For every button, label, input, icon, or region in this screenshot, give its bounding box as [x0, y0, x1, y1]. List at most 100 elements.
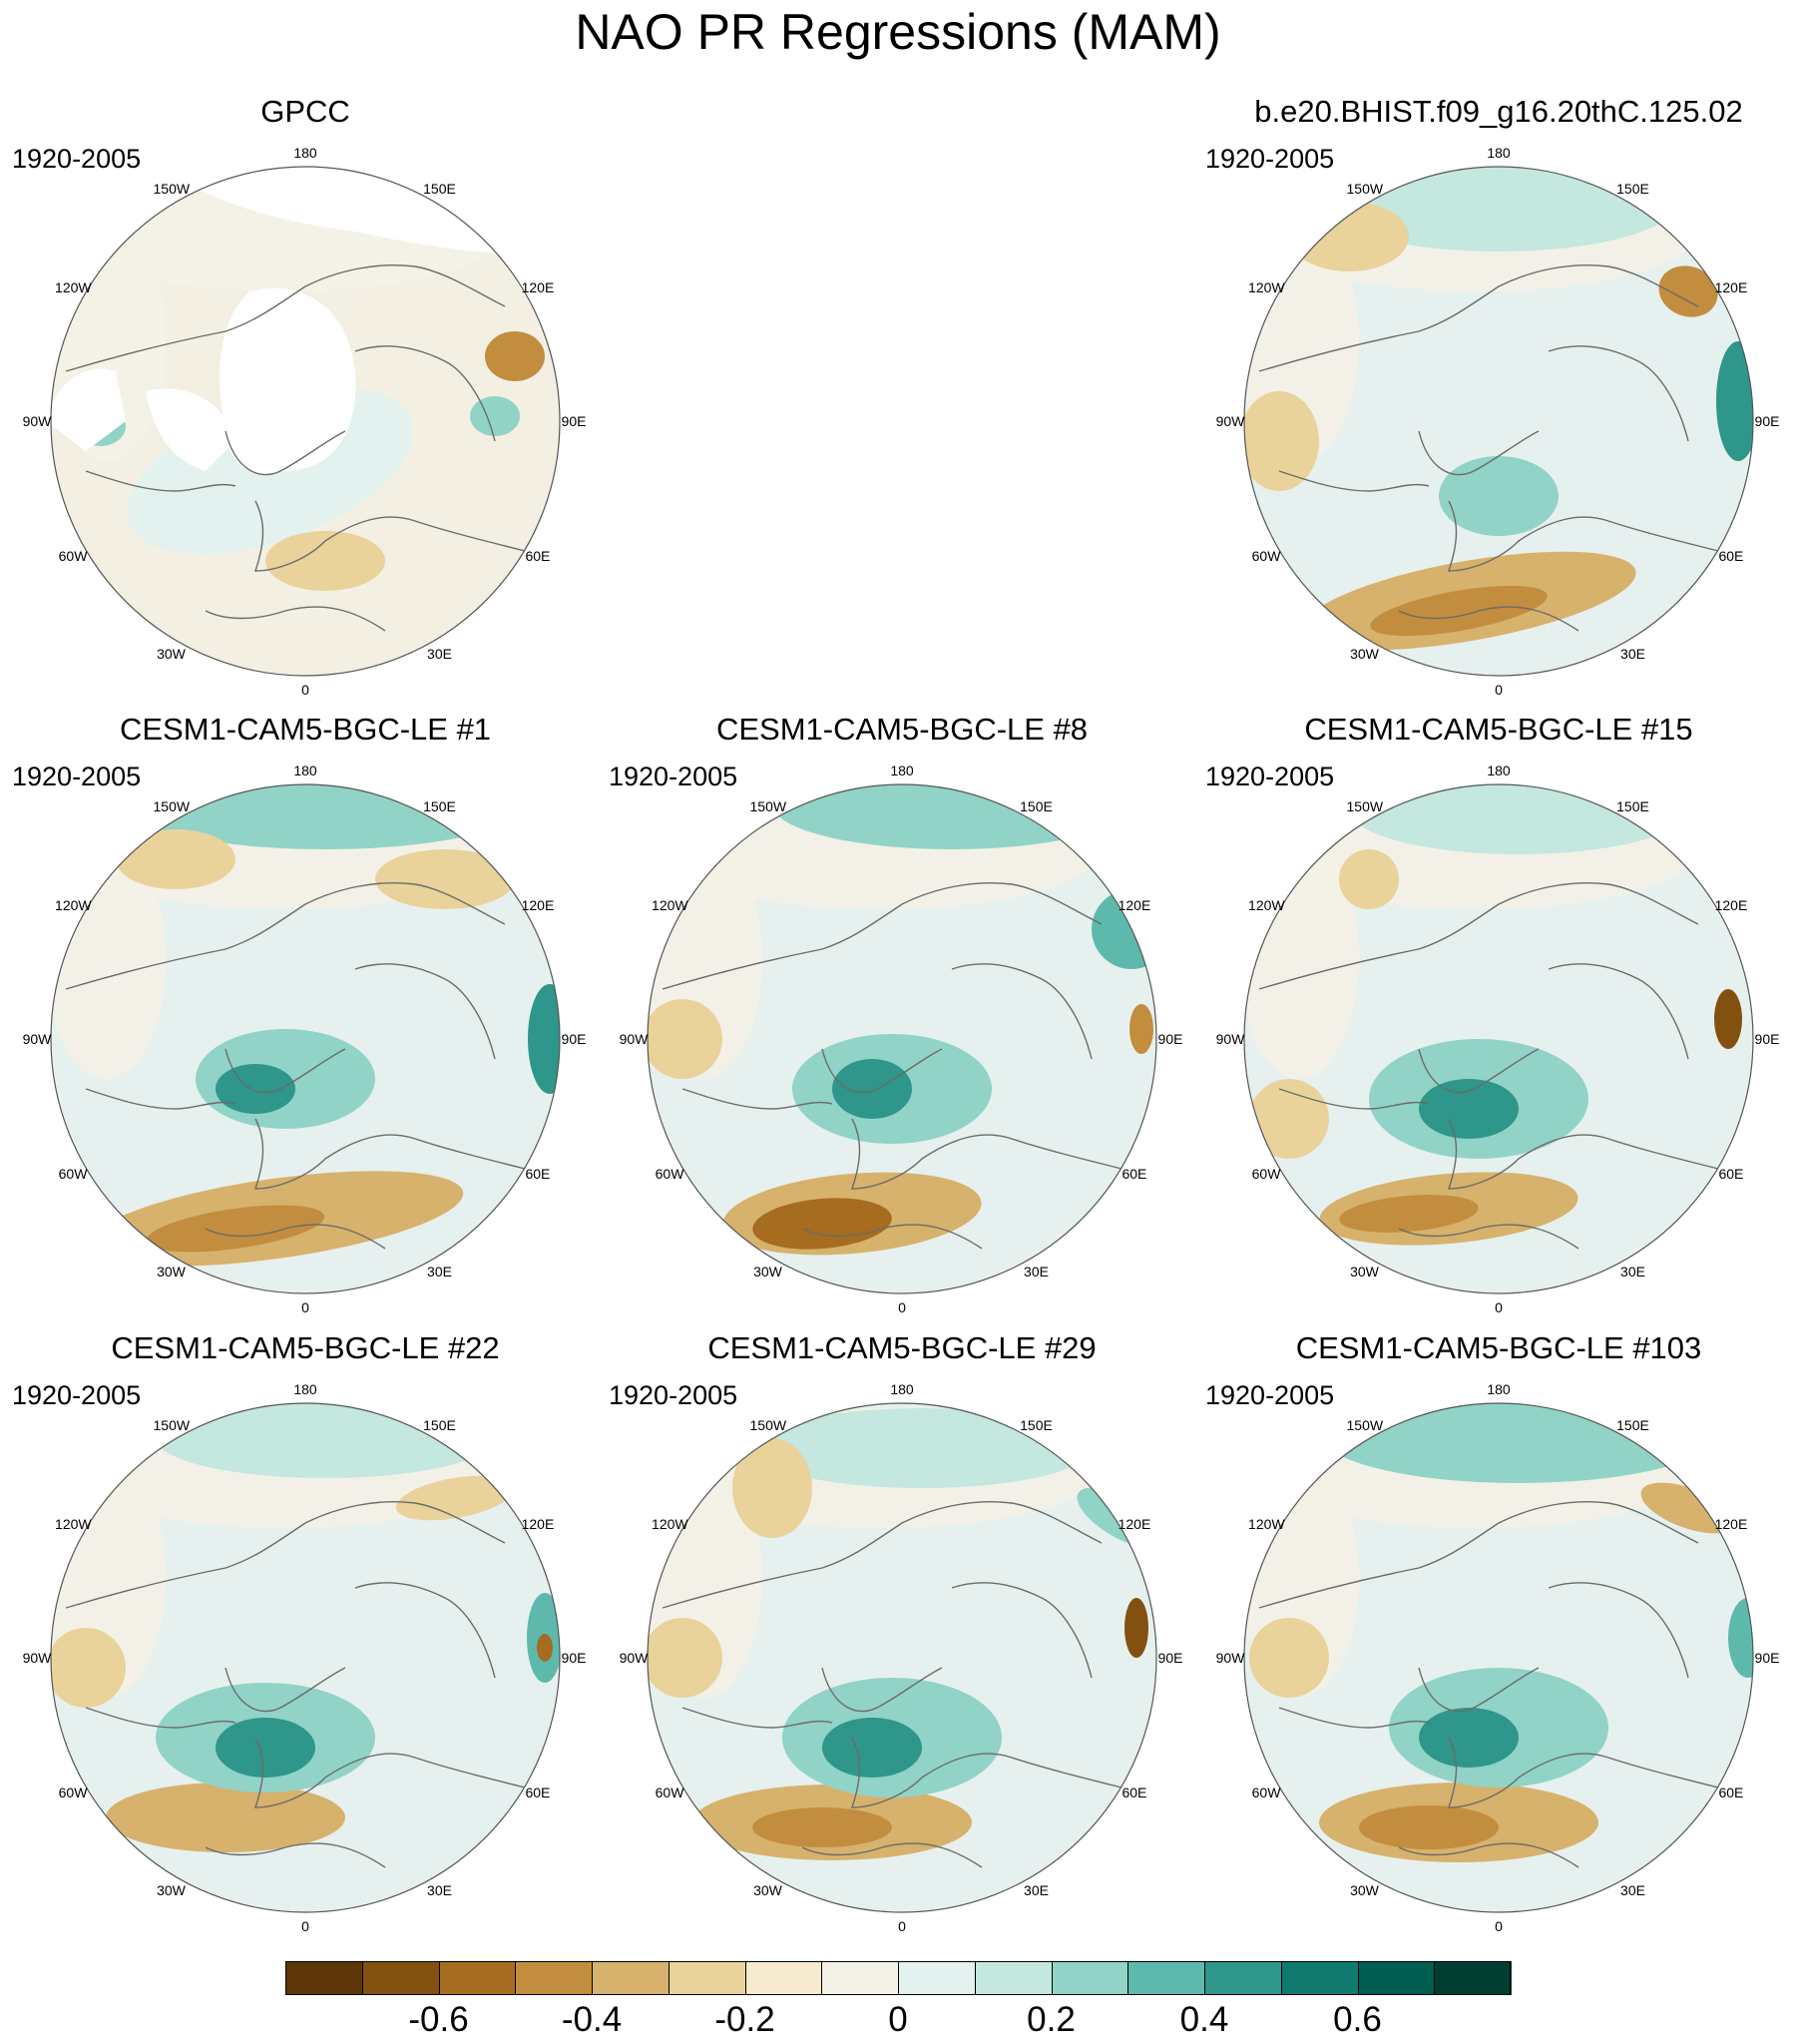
map-boundary: [50, 166, 561, 677]
longitude-label: 0: [898, 1299, 906, 1315]
polar-map: [1243, 166, 1754, 677]
map-panel: CESM1-CAM5-BGC-LE #22 1920-2005 180 150E 120…: [12, 1330, 586, 1934]
longitude-label: 150W: [153, 798, 191, 815]
coastline: [821, 1048, 943, 1094]
map-panel: GPCC 1920-2005 180 150E 120E 90E 60E 30E 0 30W 60W…: [12, 94, 586, 698]
longitude-label: 60E: [525, 1165, 551, 1182]
longitude-label: 60W: [1251, 547, 1281, 564]
anomaly-patch: [375, 849, 515, 909]
colorbar: [285, 1961, 1512, 1995]
longitude-label: 90E: [561, 413, 587, 429]
anomaly-patch: [470, 396, 520, 436]
anomaly-patch: [1728, 1598, 1753, 1678]
coastline: [224, 430, 346, 476]
coastline: [205, 606, 386, 632]
colorbar-tick-label: 0.4: [1179, 2000, 1229, 2039]
longitude-label: 120E: [1118, 896, 1151, 913]
map-boundary: [1243, 1402, 1754, 1913]
panel-period: 1920-2005: [12, 144, 142, 174]
longitude-label: 30E: [1620, 1263, 1645, 1279]
panel-title: CESM1-CAM5-BGC-LE #29: [707, 1330, 1097, 1365]
coastline: [354, 1582, 496, 1679]
anomaly-patch: [832, 1059, 912, 1119]
colorbar-tick-label: 0.2: [1027, 2000, 1076, 2039]
colorbar-divider: [592, 1961, 593, 1995]
colorbar-swatch: [1434, 1961, 1512, 1995]
coastline: [1278, 470, 1430, 492]
colorbar-swatch: [515, 1961, 593, 1995]
panel-period: 1920-2005: [12, 762, 142, 791]
longitude-label: 120W: [55, 896, 92, 913]
longitude-label: 180: [1487, 763, 1511, 778]
coastline: [1448, 500, 1719, 572]
longitude-label: 120E: [1714, 1515, 1748, 1532]
map-boundary: [1243, 166, 1754, 677]
panel-period: 1920-2005: [1205, 762, 1335, 791]
anomaly-patch: [732, 1438, 812, 1538]
colorbar-tick-label: -0.2: [714, 2000, 775, 2039]
longitude-label: 90W: [1215, 1650, 1245, 1666]
anomaly-patch: [265, 531, 385, 591]
anomaly-patch: [216, 1718, 315, 1778]
longitude-label: 60E: [1122, 1165, 1147, 1182]
coastline: [662, 1501, 1103, 1609]
longitude-label: 0: [1495, 682, 1503, 698]
coastline: [254, 1118, 526, 1190]
longitude-label: 120E: [521, 1515, 555, 1532]
colorbar-tick-label: -0.4: [561, 2000, 623, 2039]
longitude-label: 120W: [1248, 1515, 1285, 1532]
longitude-label: 120E: [521, 278, 555, 295]
colorbar-tick-label: -0.6: [408, 2000, 469, 2039]
colorbar-swatch: [1127, 1961, 1205, 1995]
panel-title: CESM1-CAM5-BGC-LE #8: [715, 712, 1089, 747]
longitude-label: 30E: [427, 645, 452, 662]
longitude-label: 60W: [58, 547, 88, 564]
longitude-label: 30E: [427, 1881, 452, 1898]
colorbar-divider: [361, 1961, 363, 1995]
coastline: [254, 1737, 526, 1808]
anomaly-patch: [51, 1628, 126, 1708]
longitude-label: 120W: [652, 1515, 688, 1532]
longitude-label: 150E: [1616, 798, 1649, 815]
coastline: [801, 1842, 983, 1868]
coastline: [85, 1707, 236, 1729]
polar-map: [1243, 783, 1754, 1294]
longitude-label: 90E: [561, 1650, 587, 1666]
anomaly-patch: [1658, 265, 1718, 317]
coastline: [205, 1842, 386, 1868]
longitude-label: 60W: [655, 1165, 684, 1182]
longitude-label: 150W: [1346, 1417, 1384, 1434]
longitude-label: 0: [1495, 1918, 1503, 1934]
coastline: [85, 470, 236, 492]
anomaly-patch: [1249, 1079, 1329, 1159]
anomaly-patch: [1370, 585, 1548, 637]
colorbar-swatch: [898, 1961, 976, 1995]
longitude-label: 180: [293, 145, 317, 161]
longitude-label: 30E: [427, 1263, 452, 1279]
longitude-label: 90E: [1754, 1031, 1780, 1047]
anomaly-patch: [648, 1618, 722, 1698]
coastline: [354, 963, 496, 1060]
longitude-label: 90E: [561, 1031, 587, 1047]
longitude-label: 60E: [1122, 1784, 1147, 1800]
colorbar-divider: [438, 1961, 440, 1995]
coastline: [1398, 606, 1579, 632]
colorbar-tick-label: 0: [888, 2000, 908, 2039]
colorbar-divider: [821, 1961, 823, 1995]
coastline: [65, 264, 506, 372]
map-background: [1244, 167, 1753, 676]
colorbar-swatch: [744, 1961, 822, 1995]
anomaly-patch: [1714, 989, 1742, 1049]
longitude-label: 150W: [153, 1417, 191, 1434]
coastline: [85, 1088, 236, 1110]
longitude-label: 150E: [423, 181, 456, 198]
anomaly-patch: [1716, 341, 1753, 461]
map-panel: b.e20.BHIST.f09_g16.20thC.125.02 1920-200…: [1205, 94, 1779, 698]
anomaly-patch: [1419, 1079, 1519, 1139]
coastline: [1278, 1707, 1430, 1729]
longitude-label: 90W: [619, 1031, 649, 1047]
anomaly-patch: [1439, 456, 1559, 536]
map-boundary: [1243, 783, 1754, 1294]
coastline: [1398, 1842, 1579, 1868]
panel-title: CESM1-CAM5-BGC-LE #103: [1295, 1330, 1702, 1365]
